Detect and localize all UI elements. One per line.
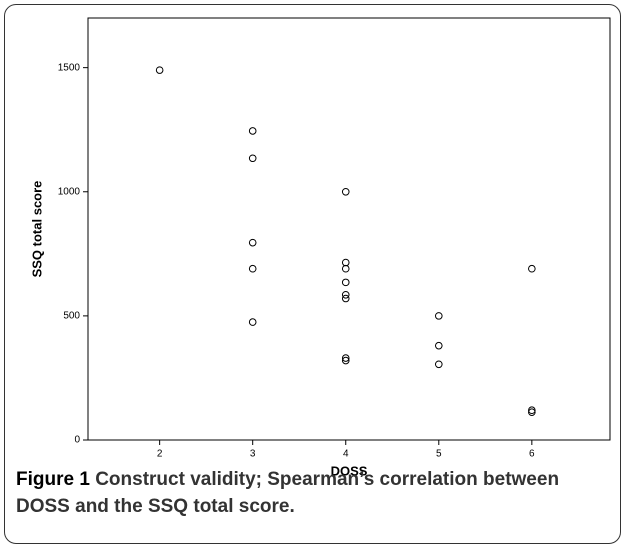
data-point <box>248 318 257 326</box>
caption-text: Construct validity; Spearman’s correlati… <box>16 469 560 517</box>
y-tick-label: 1000 <box>58 186 81 197</box>
x-tick-label: 5 <box>436 449 442 460</box>
data-point <box>434 360 443 369</box>
caption: Figure 1 Construct validity; Spearman’s … <box>16 466 576 520</box>
data-point <box>155 66 164 74</box>
y-tick-label: 0 <box>74 435 80 446</box>
data-point <box>341 294 350 303</box>
y-tick-label: 1500 <box>58 62 81 73</box>
data-point <box>248 127 257 135</box>
data-point <box>528 408 536 416</box>
x-tick-label: 3 <box>250 449 256 460</box>
x-tick-label: 2 <box>157 449 163 460</box>
data-point <box>528 406 536 415</box>
data-point <box>341 278 350 287</box>
x-tick-label: 4 <box>343 449 349 460</box>
plot-area <box>87 17 611 441</box>
chart: DOSS SSQ total score 0 500 1000 1500 2 3 4 5 6 <box>29 17 611 478</box>
data-point <box>341 264 350 273</box>
x-tick-label: 6 <box>529 449 535 460</box>
data-point <box>341 356 350 365</box>
data-point <box>248 238 257 247</box>
data-point <box>434 341 443 350</box>
data-point <box>528 264 536 273</box>
data-point <box>341 290 350 299</box>
y-axis-label: SSQ total score <box>29 181 44 278</box>
data-point <box>341 354 350 362</box>
x-axis-label: DOSS <box>331 463 368 478</box>
y-tick-label: 500 <box>63 311 80 322</box>
data-point <box>248 264 257 273</box>
data-point <box>341 187 350 196</box>
caption-label: Figure 1 <box>16 469 90 490</box>
data-point <box>248 154 257 163</box>
figure-frame <box>4 4 621 544</box>
data-point <box>341 258 350 267</box>
data-point <box>434 312 443 320</box>
